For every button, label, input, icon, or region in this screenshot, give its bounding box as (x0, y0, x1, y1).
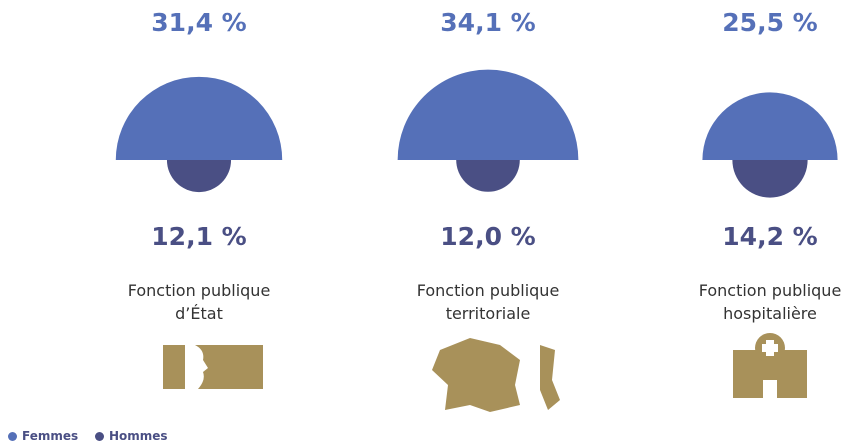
legend-label: Hommes (109, 429, 168, 443)
legend-dot (95, 431, 104, 441)
category-label: Fonction publique territoriale (416, 281, 560, 323)
femmes-semicircle (115, 76, 283, 160)
hommes-semicircle (456, 160, 520, 192)
femmes-semicircle (397, 69, 579, 160)
value-label: 12,0 % (440, 222, 536, 251)
value-label: 14,2 % (722, 222, 818, 251)
hommes-semicircle (732, 160, 808, 198)
legend-item: Hommes (95, 429, 168, 443)
icon-hospital-detail (762, 340, 778, 398)
category-label: Fonction publique d’État (127, 281, 271, 323)
legend-label: Femmes (22, 429, 79, 443)
icon-etat-profile (185, 345, 208, 389)
value-label: 31,4 % (151, 8, 247, 37)
icon-france (432, 338, 520, 412)
legend-item: Femmes (8, 429, 78, 443)
value-label: 25,5 % (722, 8, 818, 37)
value-label: 12,1 % (151, 222, 247, 251)
category-label: Fonction publique hospitalière (698, 281, 842, 323)
femmes-semicircle (702, 92, 838, 160)
icon-etat (163, 345, 263, 389)
value-label: 34,1 % (440, 8, 536, 37)
icon-outremer (540, 345, 560, 410)
hommes-semicircle (166, 160, 232, 193)
legend-dot (8, 431, 17, 441)
